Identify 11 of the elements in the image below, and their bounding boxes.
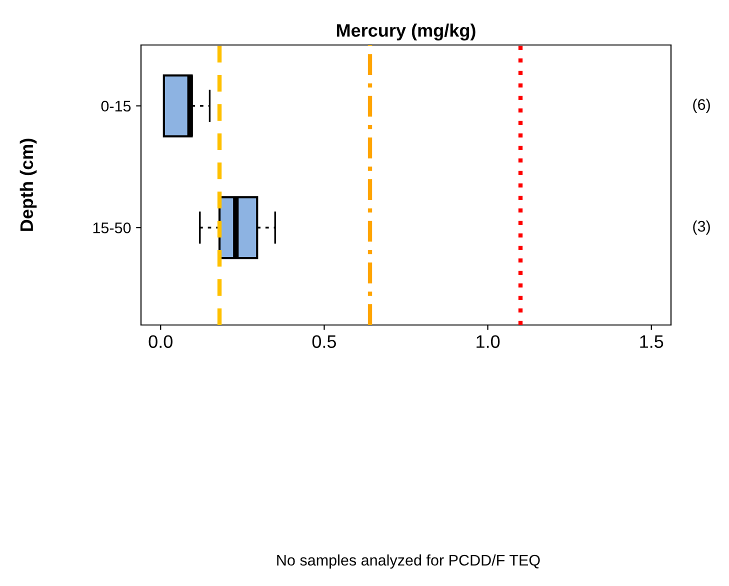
x-tick-label: 1.0 — [476, 335, 500, 348]
text: No samples analyzed for PCDD/F TEQ — [277, 554, 540, 569]
x-tick-label: 0.5 — [312, 335, 336, 348]
y-tick-label: 15-50 — [93, 222, 131, 234]
x-tick-label: 0.0 — [148, 335, 172, 348]
text: (6) — [693, 98, 710, 113]
chart-title: Mercury (mg/kg) — [336, 24, 476, 40]
text: (3) — [693, 220, 710, 235]
y-tick-label: 0-15 — [101, 100, 131, 112]
x-tick-label: 1.5 — [640, 335, 664, 348]
y-axis-title: Depth (cm) — [20, 138, 37, 231]
